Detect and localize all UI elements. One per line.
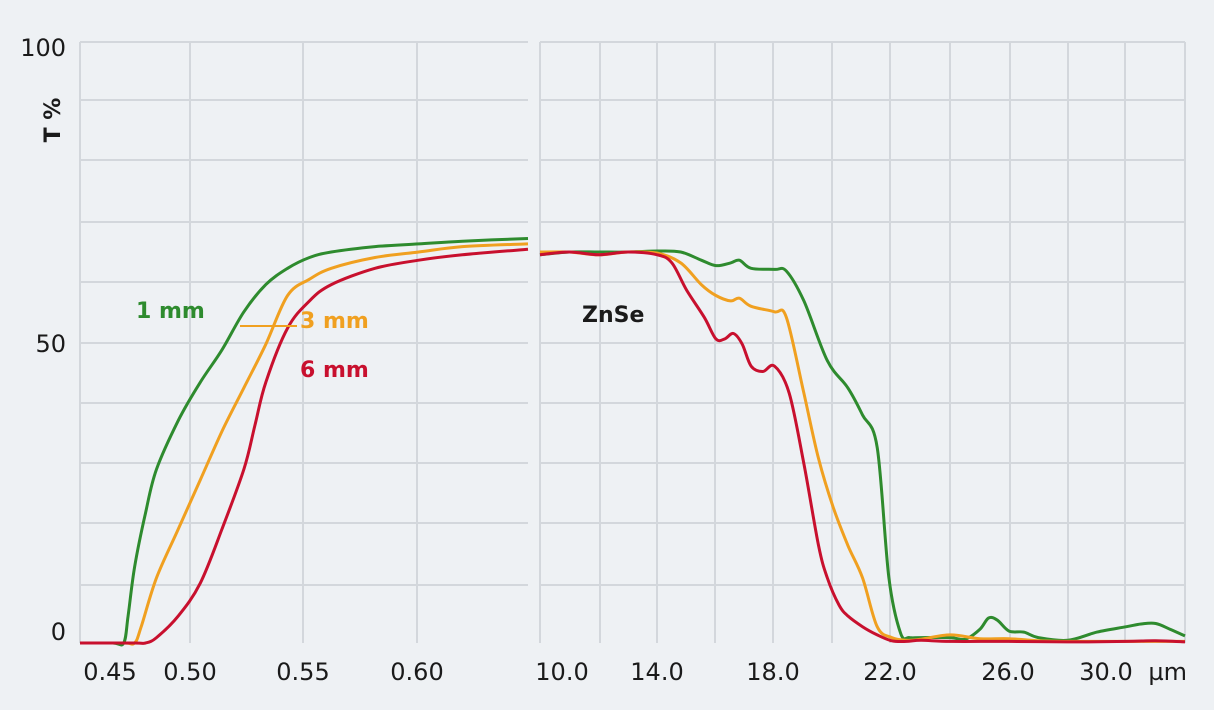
x-tick-label: 0.55 [276, 658, 329, 686]
x-tick-label: 22.0 [863, 658, 916, 686]
label-3mm: 3 mm [300, 309, 369, 334]
series-line-3mm-right [539, 250, 1185, 643]
y-tick-label: 100 [20, 34, 66, 62]
series-line-1mm-left [80, 237, 529, 647]
grid [79, 41, 1186, 643]
series-line-6mm-left [80, 247, 529, 645]
annotation-znse: ZnSe [582, 303, 644, 328]
label-1mm: 1 mm [136, 299, 205, 324]
x-tick-label: 0.60 [390, 658, 443, 686]
y-tick-label: 50 [35, 330, 66, 358]
x-tick-label: 18.0 [746, 658, 799, 686]
series-lines [80, 237, 1186, 647]
label-6mm: 6 mm [300, 358, 369, 383]
y-tick-label: 0 [51, 618, 66, 646]
x-tick-label: 10.0 [535, 658, 588, 686]
x-tick-label: 0.50 [163, 658, 216, 686]
x-tick-label: 0.45 [83, 658, 136, 686]
x-tick-label: 14.0 [630, 658, 683, 686]
series-line-3mm-left [80, 242, 529, 646]
y-axis-label: T % [41, 98, 66, 143]
series-line-6mm-right [539, 250, 1186, 644]
tick-labels: 0 50 100 0.45 0.50 0.55 0.60 10.0 14.0 18.0 22.0 26… [20, 34, 1133, 686]
x-tick-label: 30.0 [1079, 658, 1132, 686]
x-unit-label: µm [1148, 658, 1187, 686]
x-tick-label: 26.0 [981, 658, 1034, 686]
